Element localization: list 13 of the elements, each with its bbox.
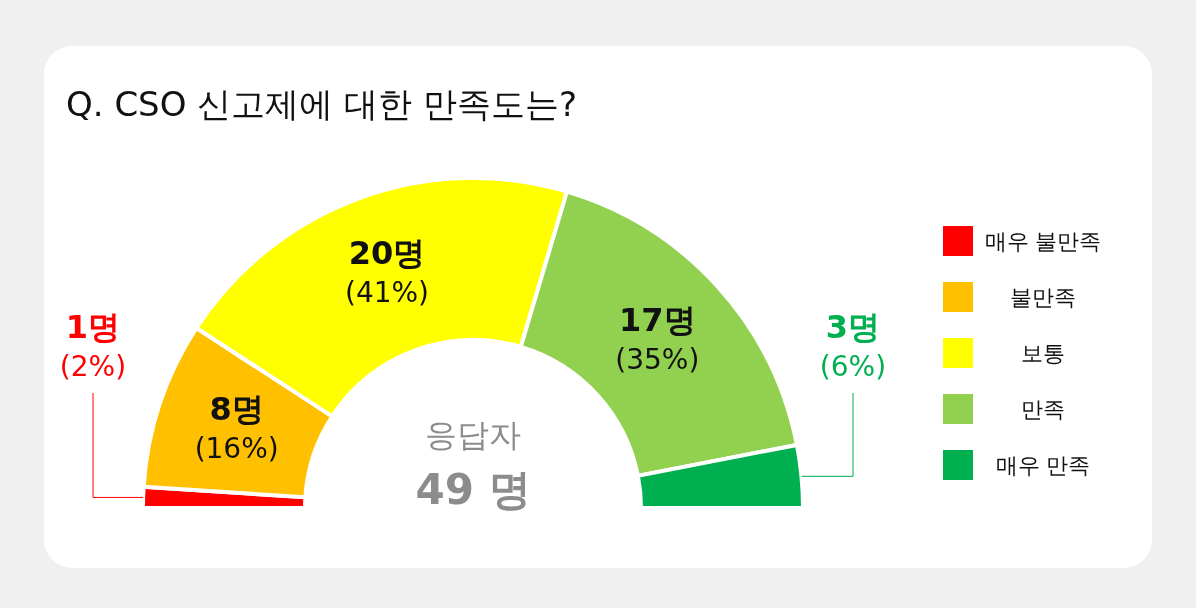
text: 49 명 — [415, 465, 531, 514]
data-label: 1명 (2%) — [59, 308, 127, 383]
legend-label: 매우 불만족 — [984, 229, 1102, 254]
data-label: 20명 (41%) — [344, 234, 430, 310]
legend-label: 불만족 — [1010, 285, 1076, 310]
text: 응답자 — [425, 416, 521, 454]
chart-title: Q. CSO 신고제에 대한 만족도는? — [66, 84, 577, 124]
legend-label: 보통 — [1021, 341, 1065, 366]
data-label: 17명 (35%) — [615, 300, 700, 376]
data-label: 3명 (6%) — [819, 308, 887, 383]
data-label: 8명 (16%) — [194, 389, 279, 465]
legend-label: 만족 — [1021, 397, 1065, 422]
legend-label: 매우 만족 — [995, 453, 1091, 478]
